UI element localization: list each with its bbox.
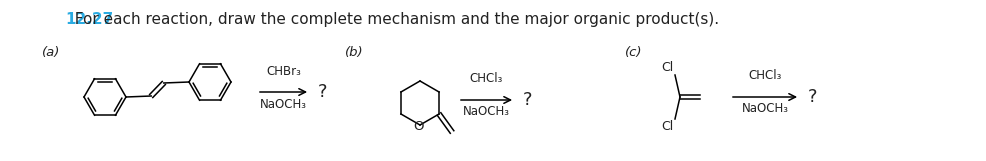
Text: CHCl₃: CHCl₃ bbox=[747, 69, 781, 82]
Text: NaOCH₃: NaOCH₃ bbox=[740, 102, 788, 115]
Text: ?: ? bbox=[523, 91, 532, 109]
Text: ?: ? bbox=[317, 83, 327, 101]
Text: CHCl₃: CHCl₃ bbox=[469, 72, 503, 85]
Text: For each reaction, draw the complete mechanism and the major organic product(s).: For each reaction, draw the complete mec… bbox=[65, 12, 719, 27]
Text: NaOCH₃: NaOCH₃ bbox=[462, 105, 510, 118]
Text: (b): (b) bbox=[345, 46, 363, 59]
Text: Cl: Cl bbox=[660, 120, 672, 133]
Text: NaOCH₃: NaOCH₃ bbox=[259, 98, 307, 111]
Text: (c): (c) bbox=[624, 46, 642, 59]
Text: (a): (a) bbox=[42, 46, 60, 59]
Text: CHBr₃: CHBr₃ bbox=[266, 65, 301, 78]
Text: O: O bbox=[413, 119, 424, 133]
Text: Cl: Cl bbox=[660, 61, 672, 74]
Text: 12.27: 12.27 bbox=[65, 12, 113, 27]
Text: ?: ? bbox=[808, 88, 816, 106]
